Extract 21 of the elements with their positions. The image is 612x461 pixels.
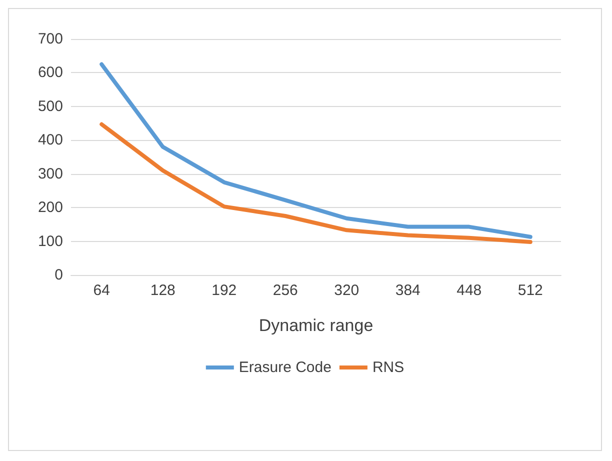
x-axis-title: Dynamic range (258, 316, 374, 335)
y-tick-label: 400 (38, 132, 63, 149)
y-tick-label: 700 (38, 30, 63, 48)
x-tick-label: 384 (395, 282, 420, 299)
y-tick-label: 300 (38, 165, 63, 182)
y-tick-label: 100 (38, 232, 63, 250)
y-tick-label: 0 (54, 266, 63, 284)
x-tick-label: 512 (518, 282, 543, 299)
legend-label: Erasure Code (238, 359, 332, 376)
y-tick-label: 200 (38, 199, 63, 216)
y-tick-label: 500 (38, 98, 63, 115)
line-series (100, 122, 532, 244)
x-tick-label: 192 (212, 282, 237, 299)
y-tick-label: 600 (38, 64, 63, 82)
x-tick-label: 256 (272, 282, 298, 299)
x-tick-label: 448 (456, 282, 482, 299)
x-tick-label: 64 (93, 282, 110, 299)
x-tick-label: 128 (150, 282, 176, 299)
legend-label: RNS (372, 359, 404, 376)
line-series (100, 62, 532, 239)
x-tick-label: 320 (334, 282, 360, 299)
